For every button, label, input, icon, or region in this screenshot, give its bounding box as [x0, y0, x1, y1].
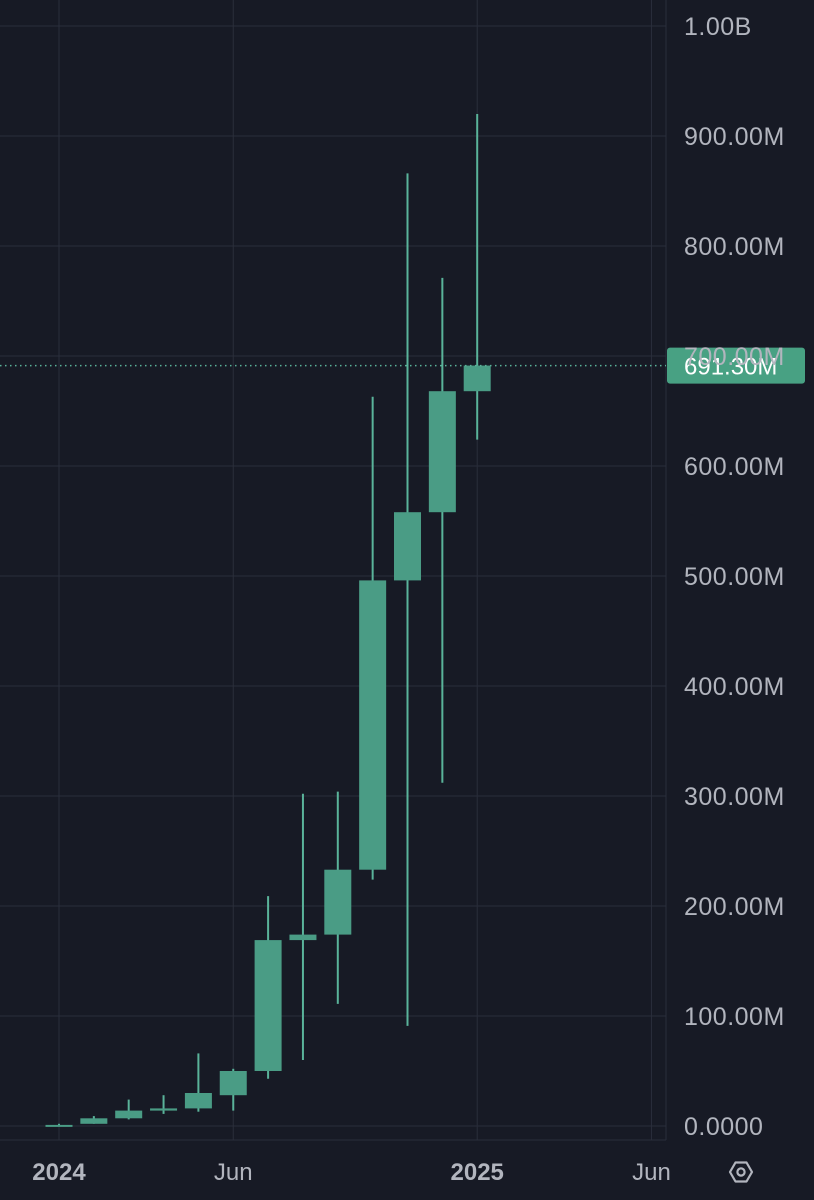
x-tick-label: 2024 [32, 1159, 86, 1186]
candle-body [289, 934, 317, 941]
y-tick-label: 300.00M [684, 783, 785, 811]
x-tick-label: 2025 [451, 1159, 504, 1186]
candle [324, 791, 352, 1004]
x-axis[interactable]: 2024 Jun 2025 Jun [32, 1159, 670, 1186]
candle [150, 1095, 178, 1114]
candle-body [80, 1118, 108, 1124]
candle-body [463, 365, 491, 392]
candle-body [115, 1110, 143, 1119]
y-tick-label: 900.00M [684, 123, 785, 151]
candle [115, 1099, 143, 1120]
candle [219, 1068, 247, 1111]
y-tick-label: 600.00M [684, 453, 785, 481]
candle-body [359, 580, 387, 870]
candle [289, 793, 317, 1060]
current-price-marker: 691.30M [0, 347, 805, 384]
y-tick-label: 700.00M [684, 343, 785, 371]
candle-body [45, 1124, 73, 1127]
candles [45, 114, 491, 1127]
candle-body [254, 940, 282, 1071]
y-tick-label: 0.0000 [684, 1113, 763, 1141]
candle-body [219, 1071, 247, 1096]
settings-icon[interactable] [728, 1161, 754, 1183]
candle [80, 1116, 108, 1124]
y-tick-label: 200.00M [684, 893, 785, 921]
y-tick-label: 400.00M [684, 673, 785, 701]
candle [394, 173, 421, 1026]
candle-body [184, 1093, 212, 1109]
y-tick-label: 500.00M [684, 563, 785, 591]
y-tick-label: 100.00M [684, 1003, 785, 1031]
y-axis[interactable]: 0.0000 100.00M 200.00M 300.00M 400.00M 500.00… [684, 13, 785, 1141]
current-price-label: 691.30M [684, 354, 777, 381]
current-price-tag [667, 347, 805, 384]
x-tick-label: Jun [214, 1159, 253, 1186]
candle [359, 396, 387, 880]
candle-body [150, 1108, 178, 1111]
candle-body [324, 869, 352, 935]
y-tick-label: 1.00B [684, 13, 752, 41]
x-tick-label: Jun [632, 1159, 671, 1186]
candle [254, 896, 282, 1079]
candle [45, 1123, 73, 1127]
grid-lines [0, 0, 667, 1141]
candle-body [428, 391, 456, 513]
candle [428, 277, 456, 783]
candle [184, 1053, 212, 1112]
candle [463, 114, 491, 440]
candle-body [394, 512, 421, 581]
y-tick-label: 800.00M [684, 233, 785, 261]
